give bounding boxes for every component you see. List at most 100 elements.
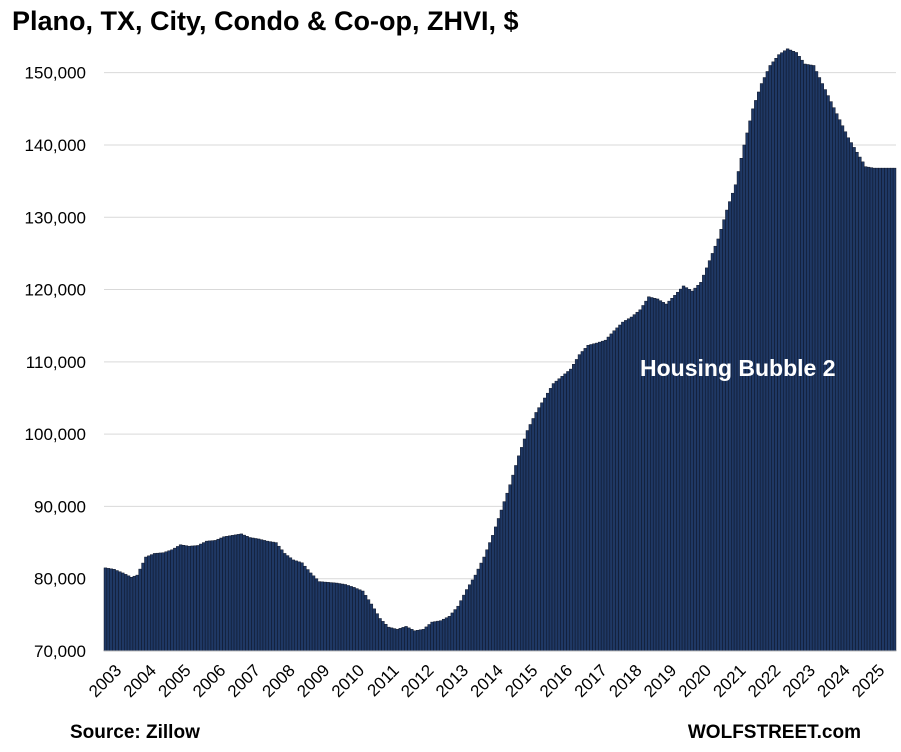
bar <box>363 595 368 652</box>
bar <box>109 568 113 652</box>
x-tick-label: 2012 <box>397 661 437 701</box>
bar <box>551 383 556 652</box>
bar <box>349 586 353 652</box>
bar <box>213 540 217 652</box>
bar <box>161 552 165 652</box>
bar <box>592 343 596 652</box>
bar <box>265 540 269 652</box>
bar <box>650 297 654 652</box>
bar <box>210 540 215 652</box>
bar <box>415 630 420 652</box>
bar <box>233 534 238 652</box>
bar <box>690 290 694 652</box>
bar <box>655 298 660 652</box>
bar <box>413 630 417 652</box>
bar <box>548 388 553 652</box>
bar <box>430 621 434 652</box>
bar <box>112 569 116 652</box>
bar <box>248 537 252 652</box>
bar <box>849 142 853 652</box>
bar <box>574 359 579 652</box>
bar <box>791 51 796 652</box>
bar <box>300 562 304 652</box>
bar <box>731 192 735 652</box>
bar <box>508 484 512 652</box>
bar <box>294 560 298 652</box>
bar <box>441 618 446 652</box>
bar <box>271 541 275 652</box>
bar <box>612 330 616 652</box>
bar <box>488 542 492 652</box>
x-tick-label: 2016 <box>536 661 576 701</box>
bar <box>479 562 483 652</box>
bar <box>644 300 648 652</box>
bar <box>444 617 449 652</box>
bar <box>554 380 559 652</box>
bar <box>863 166 868 652</box>
bar <box>705 267 709 652</box>
bar <box>869 167 874 652</box>
bar <box>560 376 564 652</box>
bar <box>783 50 787 652</box>
x-tick-label: 2023 <box>779 661 819 701</box>
bar <box>340 583 345 652</box>
bar <box>337 583 342 652</box>
bar <box>369 603 374 652</box>
bar <box>433 621 437 652</box>
bar <box>184 545 189 652</box>
source-label: Source: Zillow <box>70 722 200 743</box>
bar <box>687 289 691 652</box>
x-tick-label: 2017 <box>571 661 611 701</box>
bar <box>456 605 460 652</box>
bar <box>546 392 550 652</box>
bar <box>178 544 183 652</box>
y-tick-label: 120,000 <box>25 281 86 300</box>
bar <box>719 229 723 652</box>
bar <box>135 574 139 652</box>
bar <box>132 575 137 652</box>
bar <box>875 167 879 652</box>
bar <box>476 568 480 652</box>
bar <box>254 538 258 652</box>
bar <box>598 341 602 652</box>
bar <box>577 354 582 652</box>
bar <box>780 52 784 652</box>
x-tick-label: 2019 <box>640 661 680 701</box>
chart-title: Plano, TX, City, Condo & Co-op, ZHVI, $ <box>12 6 519 36</box>
bar <box>517 455 521 652</box>
bar <box>600 340 605 652</box>
bar <box>699 282 703 652</box>
bar <box>465 589 469 652</box>
bar <box>453 609 457 652</box>
bar <box>144 556 148 652</box>
bar <box>878 167 882 652</box>
bar <box>626 318 631 652</box>
bar <box>242 534 246 652</box>
bar <box>606 336 611 652</box>
bar <box>739 158 744 652</box>
bar <box>193 545 197 652</box>
bar <box>326 582 330 652</box>
bar <box>421 629 426 652</box>
bar <box>361 590 365 652</box>
bar <box>384 624 388 652</box>
bar <box>470 579 475 652</box>
y-tick-label: 150,000 <box>25 64 86 83</box>
bar <box>124 574 128 652</box>
bar <box>676 291 680 652</box>
x-tick-label: 2004 <box>120 661 160 701</box>
bar <box>566 371 570 652</box>
bar <box>858 156 862 652</box>
bar <box>378 618 382 652</box>
bar <box>216 538 220 652</box>
bar <box>381 621 385 652</box>
bar <box>329 582 333 652</box>
bar <box>658 300 663 652</box>
bar <box>557 378 561 652</box>
bar <box>262 540 267 652</box>
x-tick-label: 2014 <box>467 661 507 701</box>
bar <box>297 561 301 652</box>
y-tick-label: 130,000 <box>25 208 86 227</box>
bar <box>881 167 885 652</box>
bar <box>202 542 206 652</box>
